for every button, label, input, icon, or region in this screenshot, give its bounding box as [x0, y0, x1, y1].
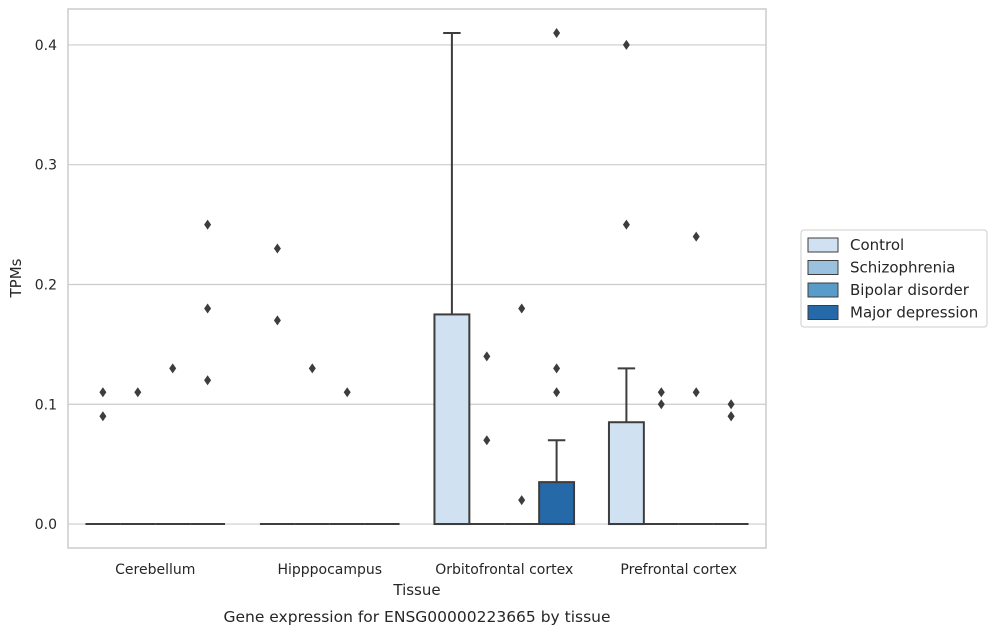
box-body: [538, 481, 576, 526]
y-tick-label: 0.3: [35, 158, 57, 174]
outlier-point: [204, 375, 212, 386]
x-axis-ticks: Cerebellum Hipppocampus Orbitofrontal cort…: [115, 562, 737, 578]
legend-label: Control: [850, 236, 904, 254]
outlier-point: [622, 219, 630, 230]
outlier-point: [622, 39, 630, 50]
outlier-point: [204, 303, 212, 314]
box-0-3: [607, 367, 645, 526]
outlier-point: [99, 387, 107, 398]
x-tick-label: Orbitofrontal cortex: [435, 562, 573, 578]
outlier-point: [204, 219, 212, 230]
outlier-point: [657, 399, 665, 410]
x-axis-label: Tissue: [392, 581, 440, 599]
legend-label: Bipolar disorder: [850, 281, 970, 299]
outliers: [99, 27, 735, 506]
outlier-point: [553, 387, 561, 398]
box-0-2: [433, 31, 471, 526]
legend-swatch: [807, 237, 839, 253]
outlier-point: [99, 411, 107, 422]
boxes: [85, 31, 749, 526]
legend-swatch: [807, 282, 839, 298]
legend-frame: [800, 229, 988, 328]
y-tick-label: 0.2: [35, 277, 57, 293]
y-tick-label: 0.4: [35, 38, 57, 54]
x-tick-label: Prefrontal cortex: [620, 562, 737, 578]
x-tick-label: Cerebellum: [115, 562, 195, 578]
y-tick-label: 0.0: [35, 517, 57, 533]
x-tick-label: Hipppocampus: [277, 562, 382, 578]
legend: Control Schizophrenia Bipolar disorder Majo…: [800, 229, 988, 328]
y-axis-ticks: 0.0 0.1 0.2 0.3 0.4: [35, 38, 57, 533]
chart-caption: Gene expression for ENSG00000223665 by t…: [223, 608, 610, 626]
outlier-point: [553, 27, 561, 38]
outlier-point: [518, 303, 526, 314]
y-axis-label: TPMs: [7, 258, 25, 298]
legend-label: Major depression: [850, 304, 978, 322]
outlier-point: [692, 387, 700, 398]
gridlines: [68, 44, 766, 525]
outlier-point: [273, 315, 281, 326]
legend-swatch: [807, 305, 839, 320]
outlier-point: [553, 363, 561, 374]
legend-swatch: [807, 260, 839, 275]
box-body: [433, 313, 471, 526]
outlier-point: [727, 399, 735, 410]
y-tick-label: 0.1: [35, 397, 57, 413]
outlier-point: [657, 387, 665, 398]
box-body: [607, 421, 645, 526]
legend-label: Schizophrenia: [850, 259, 955, 277]
outlier-point: [134, 387, 142, 398]
outlier-point: [273, 243, 281, 254]
outlier-point: [518, 495, 526, 506]
plot-area: [67, 8, 767, 549]
outlier-point: [308, 363, 316, 374]
outlier-point: [727, 411, 735, 422]
outlier-point: [343, 387, 351, 398]
box-3-2: [538, 439, 576, 526]
outlier-point: [483, 435, 491, 446]
outlier-point: [692, 231, 700, 242]
outlier-point: [169, 363, 177, 374]
outlier-point: [483, 351, 491, 362]
